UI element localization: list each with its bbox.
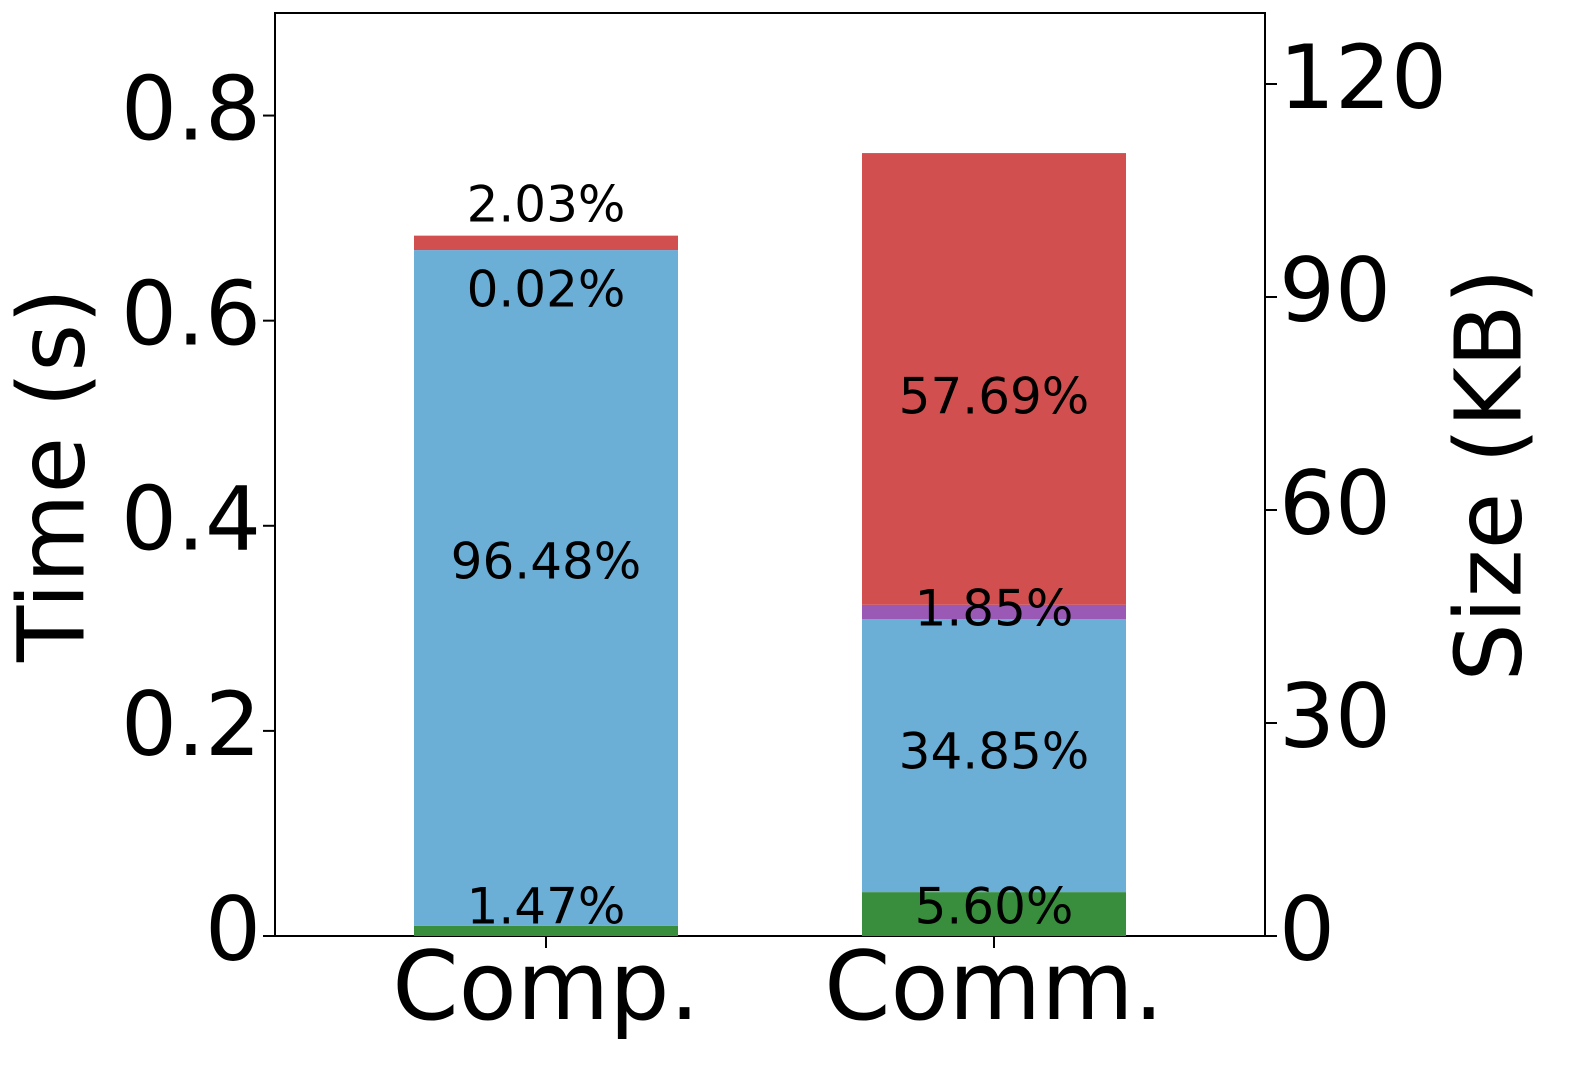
percent-label: 34.85% [899,723,1090,781]
y2-tick-label: 0 [1279,878,1335,981]
x-tick-label: Comm. [824,932,1164,1042]
y2-tick-label: 60 [1279,452,1391,555]
percent-label: 2.03% [467,176,626,234]
y2-tick-label: 120 [1279,26,1447,129]
percent-label: 96.48% [451,533,642,591]
percent-label: 1.85% [915,580,1074,638]
y-tick-label: 0 [205,878,261,981]
y-tick-label: 0.6 [121,263,261,366]
y2-axis-title: Size (KB) [1435,268,1542,681]
y-tick-label: 0.8 [121,57,261,160]
y-axis-title: Time (s) [0,288,105,663]
y-tick-label: 0.2 [121,673,261,776]
x-tick-label: Comp. [392,932,700,1042]
y-tick-label: 0.4 [121,468,261,571]
percent-label: 1.47% [467,878,626,936]
bar-segment [414,236,678,250]
y2-tick-label: 30 [1279,665,1391,768]
y2-tick-label: 90 [1279,239,1391,342]
percent-label: 0.02% [467,261,626,319]
percent-label: 57.69% [899,368,1090,426]
percent-label: 5.60% [915,878,1074,936]
